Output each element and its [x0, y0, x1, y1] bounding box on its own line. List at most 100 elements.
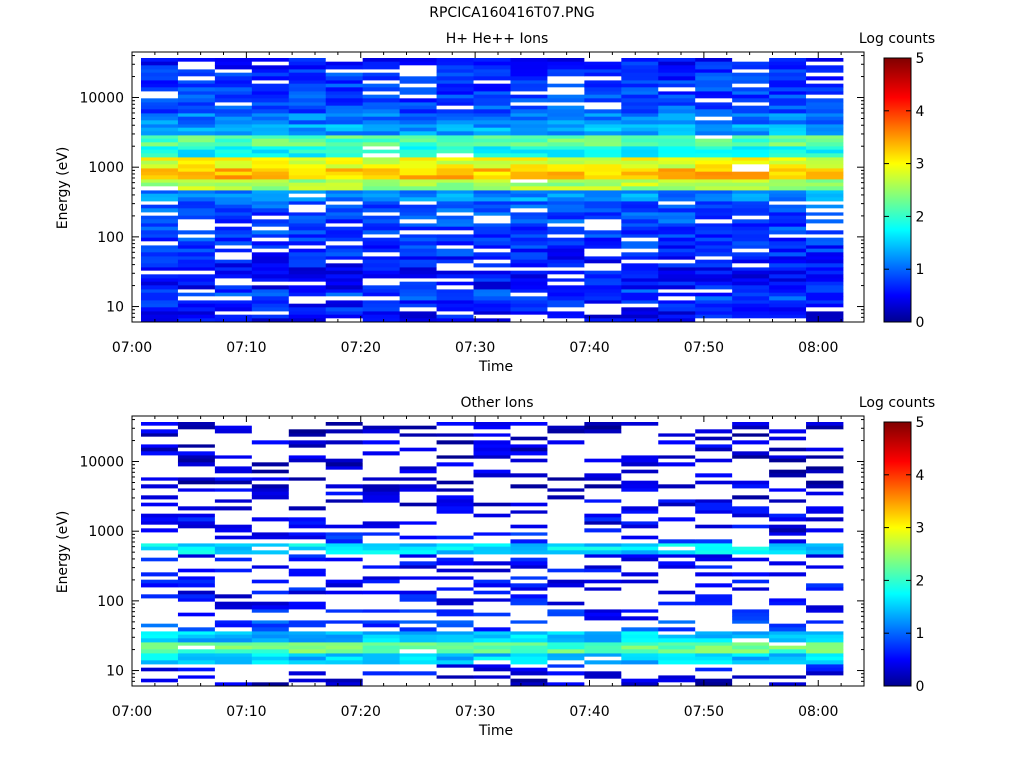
- heatmap-cell: [510, 623, 548, 628]
- heatmap-cell: [288, 634, 327, 639]
- heatmap-cell: [769, 671, 807, 676]
- heatmap-cell: [214, 65, 253, 70]
- heatmap-cell: [695, 267, 733, 272]
- heatmap-cell: [362, 285, 401, 290]
- heatmap-cell: [436, 495, 474, 500]
- heatmap-cell: [621, 179, 659, 184]
- heatmap-cell: [325, 168, 364, 173]
- heatmap-cell: [362, 506, 401, 511]
- heatmap-cell: [695, 528, 733, 533]
- heatmap-cell: [547, 215, 585, 220]
- heatmap-cell: [769, 160, 807, 165]
- heatmap-cell: [251, 215, 290, 220]
- colorbar-tick-label: 0: [916, 315, 925, 331]
- heatmap-cell: [288, 422, 327, 427]
- heatmap-cell: [806, 576, 844, 581]
- heatmap-cell: [732, 157, 770, 162]
- heatmap-cell: [399, 146, 437, 151]
- heatmap-cell: [732, 149, 770, 154]
- heatmap-cell: [325, 458, 364, 463]
- heatmap-cell: [695, 157, 733, 162]
- heatmap-cell: [584, 237, 622, 242]
- heatmap-cell: [695, 263, 733, 268]
- heatmap-cell: [214, 72, 253, 77]
- heatmap-cell: [621, 638, 659, 643]
- heatmap-cell: [658, 587, 696, 592]
- heatmap-cell: [621, 664, 659, 669]
- heatmap-cell: [732, 579, 770, 584]
- heatmap-cell: [214, 212, 253, 217]
- heatmap-cell: [621, 175, 659, 180]
- heatmap-cell: [806, 667, 844, 672]
- heatmap-cell: [658, 270, 696, 275]
- heatmap-cell: [584, 440, 622, 445]
- heatmap-cell: [695, 72, 733, 77]
- heatmap-cell: [769, 667, 807, 672]
- heatmap-cell: [584, 65, 622, 70]
- y-tick-label: 10: [106, 664, 124, 680]
- heatmap-cell: [288, 495, 327, 500]
- heatmap-cell: [510, 80, 548, 85]
- heatmap-cell: [510, 234, 548, 239]
- heatmap-cell: [584, 645, 622, 650]
- heatmap-cell: [584, 678, 622, 683]
- heatmap-cell: [621, 469, 659, 474]
- colorbar-tick-label: 5: [916, 415, 925, 431]
- heatmap-cell: [473, 127, 511, 132]
- heatmap-cell: [473, 532, 511, 537]
- heatmap-cell: [362, 477, 401, 482]
- heatmap-cell: [362, 124, 401, 129]
- heatmap-cell: [288, 436, 327, 441]
- heatmap-cell: [621, 583, 659, 588]
- heatmap-cell: [510, 521, 548, 526]
- heatmap-cell: [769, 543, 807, 548]
- heatmap-cell: [288, 653, 327, 658]
- heatmap-cell: [547, 484, 585, 489]
- heatmap-cell: [732, 160, 770, 165]
- heatmap-cell: [177, 241, 216, 246]
- heatmap-cell: [362, 649, 401, 654]
- heatmap-cell: [288, 76, 327, 81]
- heatmap-cell: [399, 623, 437, 628]
- heatmap-cell: [806, 473, 844, 478]
- heatmap-cell: [214, 554, 253, 559]
- heatmap-cell: [732, 429, 770, 434]
- heatmap-cell: [288, 660, 327, 665]
- heatmap-cell: [547, 561, 585, 566]
- heatmap-cell: [214, 80, 253, 85]
- heatmap-cell: [584, 307, 622, 312]
- heatmap-cell: [214, 201, 253, 206]
- heatmap-cell: [288, 579, 327, 584]
- heatmap-cell: [658, 477, 696, 482]
- heatmap-cell: [584, 190, 622, 195]
- heatmap-cell: [806, 631, 844, 636]
- heatmap-cell: [325, 98, 364, 103]
- heatmap-cell: [658, 197, 696, 202]
- heatmap-cell: [288, 248, 327, 253]
- heatmap-cell: [473, 292, 511, 297]
- heatmap-cell: [806, 616, 844, 621]
- heatmap-cell: [584, 303, 622, 308]
- heatmap-cell: [695, 638, 733, 643]
- heatmap-cell: [141, 102, 179, 107]
- heatmap-cell: [473, 550, 511, 555]
- heatmap-cell: [547, 61, 585, 66]
- heatmap-cell: [214, 440, 253, 445]
- heatmap-cell: [658, 190, 696, 195]
- heatmap-cell: [436, 601, 474, 606]
- heatmap-cell: [547, 197, 585, 202]
- heatmap-cell: [658, 120, 696, 125]
- heatmap-cell: [547, 318, 585, 323]
- heatmap-cell: [288, 598, 327, 603]
- heatmap-cell: [658, 303, 696, 308]
- heatmap-cell: [584, 91, 622, 96]
- heatmap-cell: [251, 157, 290, 162]
- heatmap-cell: [141, 667, 179, 672]
- heatmap-cell: [473, 495, 511, 500]
- heatmap-cell: [436, 252, 474, 257]
- heatmap-cell: [732, 142, 770, 147]
- heatmap-cell: [141, 502, 179, 507]
- heatmap-cell: [547, 113, 585, 118]
- heatmap-cell: [288, 455, 327, 460]
- heatmap-cell: [621, 171, 659, 176]
